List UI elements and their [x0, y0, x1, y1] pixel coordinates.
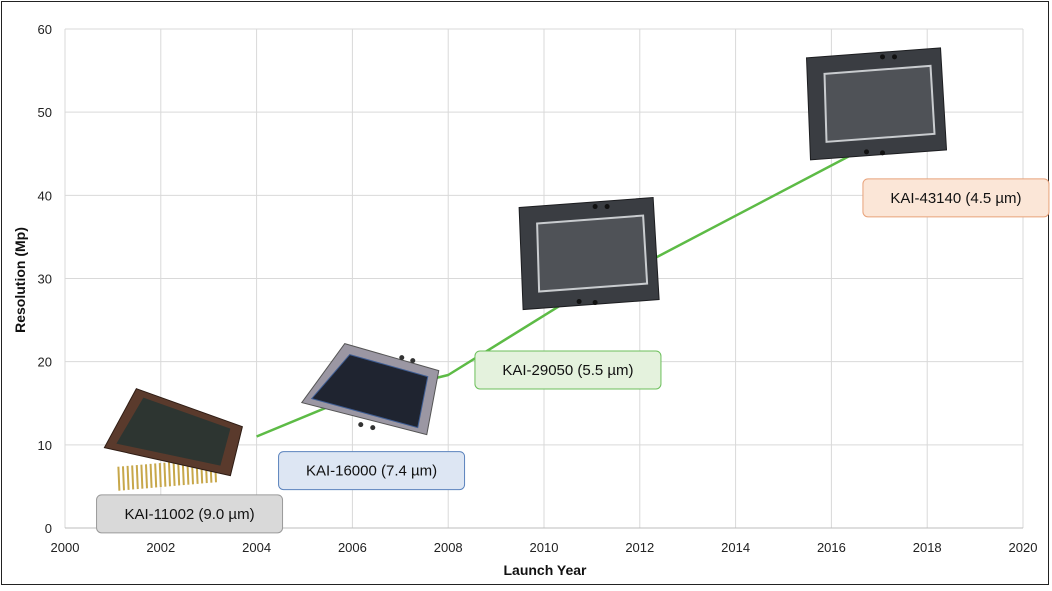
kai-11002-sensor — [103, 388, 243, 491]
annotation-label: KAI-11002 (9.0 µm) — [96, 494, 284, 534]
y-tick-label: 30 — [38, 272, 52, 287]
x-tick-label: 2002 — [146, 540, 175, 555]
annotations: KAI-11002 (9.0 µm) KAI-16000 (7.4 µm) KAI-… — [96, 178, 1050, 534]
x-tick-label: 2012 — [625, 540, 654, 555]
x-tick-label: 2000 — [51, 540, 80, 555]
annotation-text: KAI-29050 (5.5 µm) — [502, 362, 633, 379]
y-axis-title: Resolution (Mp) — [12, 227, 28, 333]
annotation-text: KAI-43140 (4.5 µm) — [890, 190, 1021, 207]
annotation-box — [474, 350, 662, 390]
annotation-box — [278, 451, 466, 491]
annotation-label: KAI-29050 (5.5 µm) — [474, 350, 662, 390]
y-tick-label: 60 — [38, 22, 52, 37]
annotation-label: KAI-16000 (7.4 µm) — [278, 451, 466, 491]
y-tick-label: 40 — [38, 188, 52, 203]
annotation-box — [96, 494, 284, 534]
sensor-die — [536, 214, 649, 293]
x-tick-label: 2008 — [434, 540, 463, 555]
sensor-die — [823, 64, 936, 143]
x-tick-label: 2018 — [913, 540, 942, 555]
annotation-label: KAI-43140 (4.5 µm) — [862, 178, 1050, 218]
x-tick-label: 2004 — [242, 540, 271, 555]
sensor-die — [116, 397, 231, 466]
x-tick-label: 2006 — [338, 540, 367, 555]
x-tick-label: 2014 — [721, 540, 750, 555]
annotation-box — [862, 178, 1050, 218]
kai-16000-sensor — [300, 343, 440, 436]
annotation-text: KAI-11002 (9.0 µm) — [124, 506, 254, 523]
x-tick-label: 2020 — [1009, 540, 1038, 555]
y-tick-label: 50 — [38, 105, 52, 120]
sensor-die — [310, 354, 429, 429]
kai-29050-sensor — [518, 197, 660, 311]
y-tick-label: 20 — [38, 355, 52, 370]
x-tick-label: 2016 — [817, 540, 846, 555]
sensor-images — [103, 47, 948, 491]
y-tick-label: 10 — [38, 438, 52, 453]
x-tick-label: 2010 — [530, 540, 559, 555]
annotation-text: KAI-16000 (7.4 µm) — [306, 463, 437, 480]
kai-43140-sensor — [805, 47, 948, 161]
y-tick-label: 0 — [45, 521, 52, 536]
x-axis-title: Launch Year — [503, 562, 587, 578]
